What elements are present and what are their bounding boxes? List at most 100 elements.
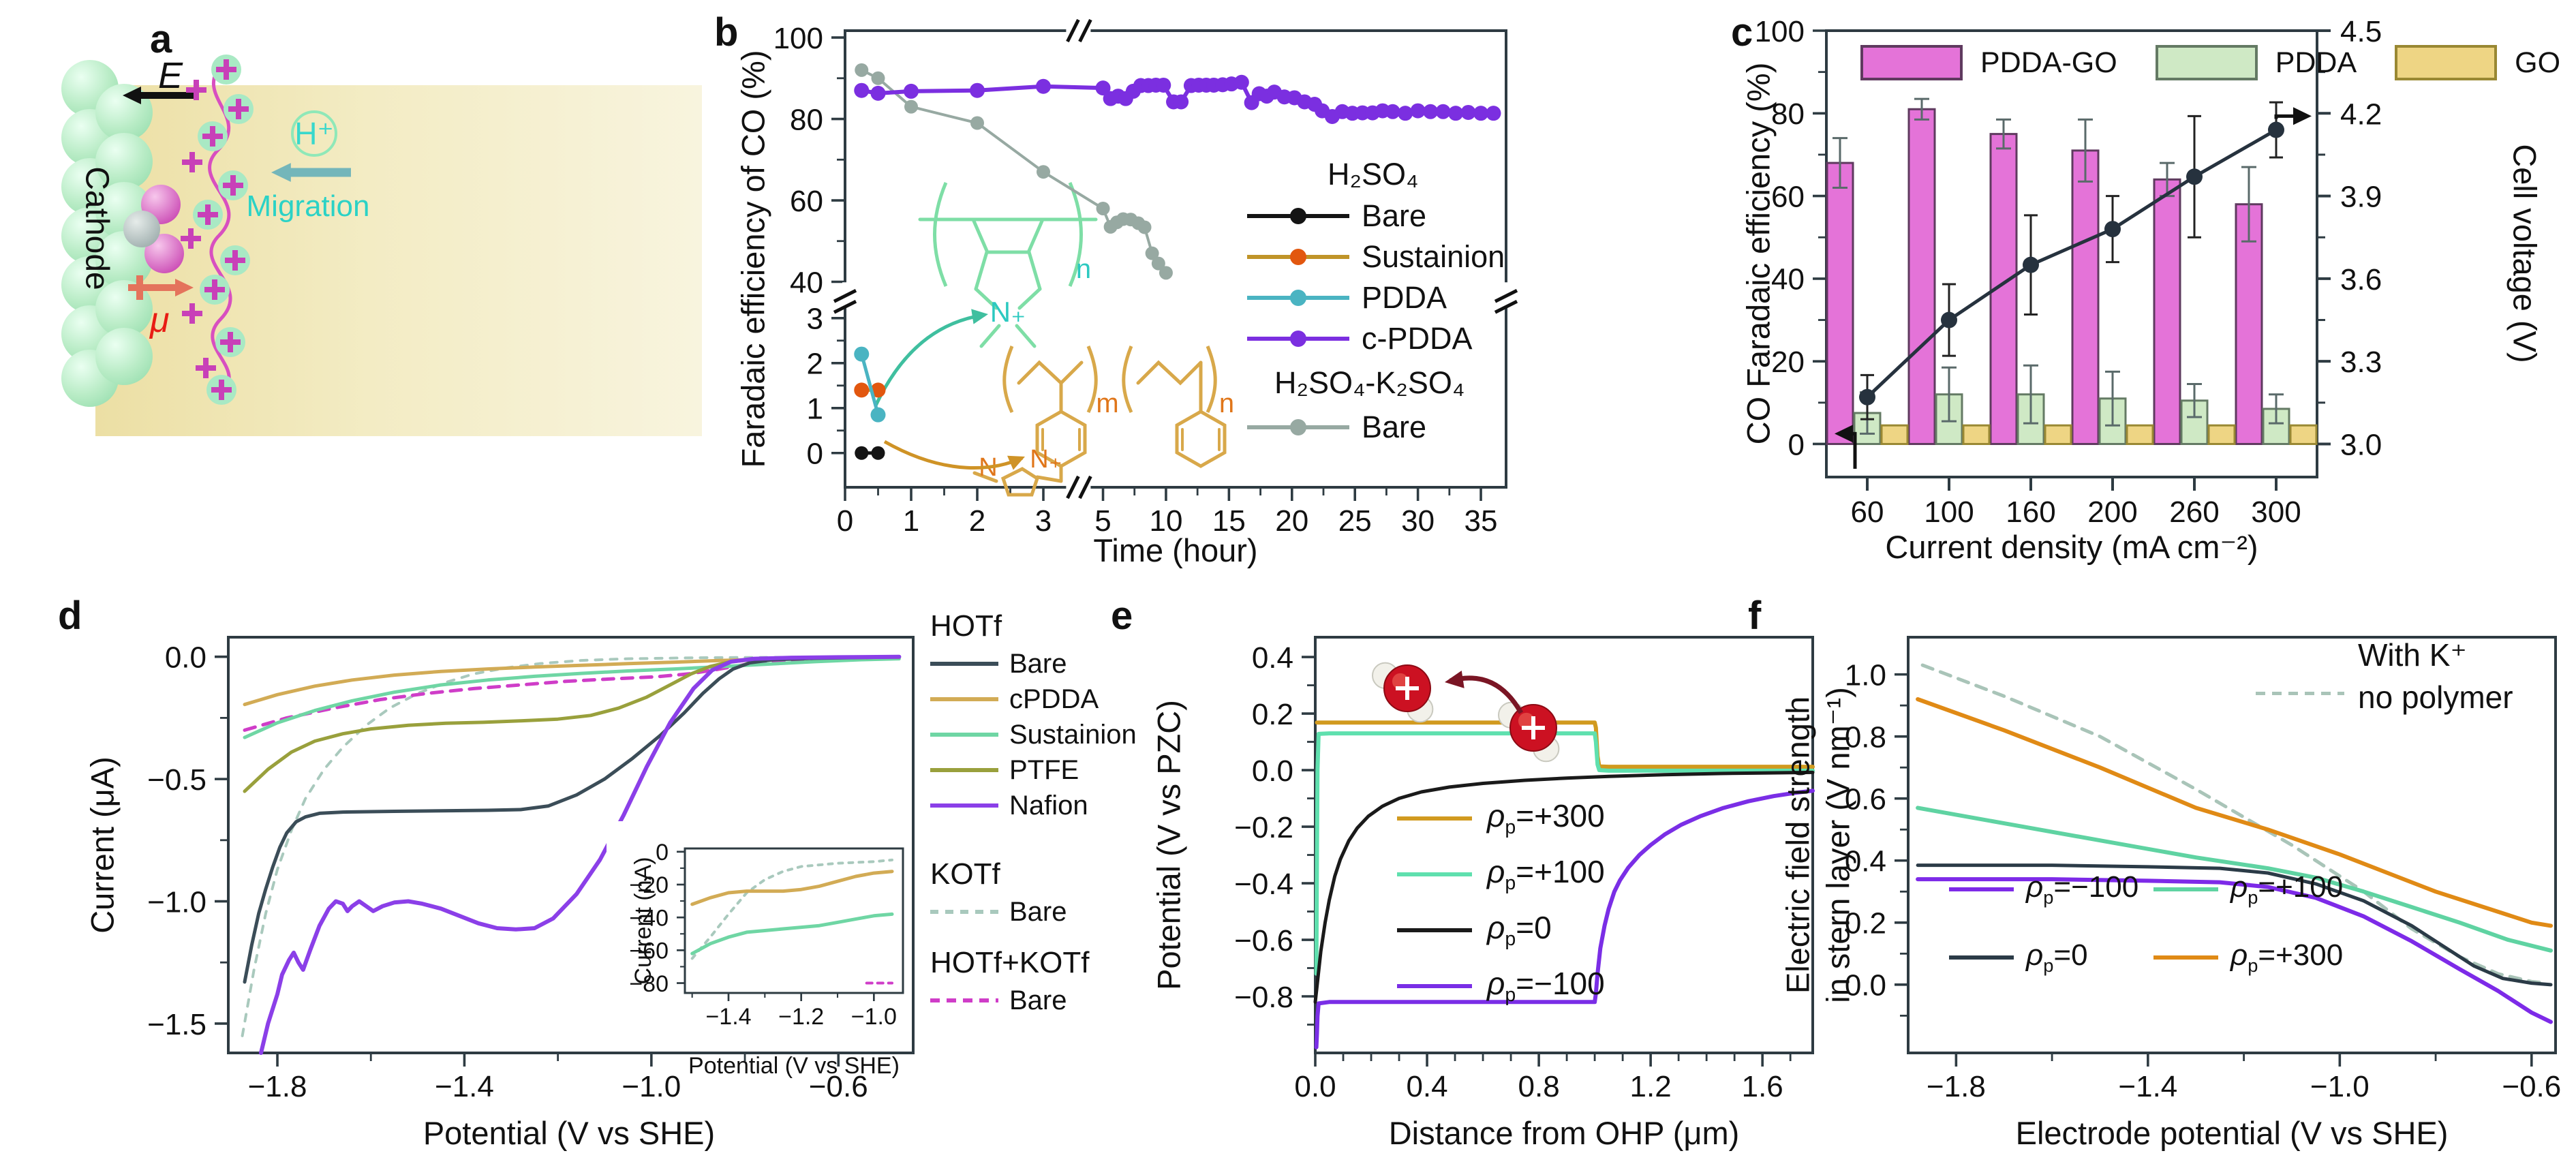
hydronium-right-icon [1498,701,1560,763]
go-swatch [2395,45,2498,80]
marker-c-PDDA [904,83,919,99]
series-rho=-100 [1314,788,1815,1050]
svg-text:1: 1 [807,393,823,426]
svg-text:0: 0 [807,438,823,471]
d-sustainion-line-swatch [930,733,998,737]
d-bare-line-swatch [930,662,998,666]
arrowhead-icon [123,86,142,105]
panel-b-ylabel: Faradaic efficiency of CO (%) [735,50,771,468]
marker-cell-voltage [2186,168,2203,185]
svg-text:−1.0: −1.0 [147,885,206,919]
series-Nafion [259,654,902,1055]
svg-text:5: 5 [1094,504,1111,538]
marker-c-PDDA [1410,103,1426,119]
bar-PDDA-GO [2071,149,2100,445]
series-Bare [243,655,901,984]
panel-e-label: e [1111,594,1133,638]
migration-label: Migration [246,189,370,223]
inset-background [607,821,910,1047]
svg-text:1: 1 [903,504,919,538]
bar-GO [2044,424,2072,445]
panel-e-chart: 0.0 0.4 0.8 1.2 1.6 0.4 0.2 0.0 −0.2 −0.4 −0.6 −0.8 [1234,636,1815,1103]
legend-item-pdda: PDDA [1247,277,1505,318]
svg-text:−1.4: −1.4 [435,1070,494,1103]
marker-Bare-H2SO4-K2SO4 [855,63,869,77]
legend-hotf-kotf: HOTf+KOTf [930,946,1090,979]
svg-text:40: 40 [1771,263,1805,296]
svg-text:3.0: 3.0 [2340,428,2382,461]
f-0-line-swatch [1949,955,2014,960]
svg-text:25: 25 [1338,504,1372,538]
svg-text:100: 100 [773,22,823,55]
svg-text:0.4: 0.4 [1845,845,1886,878]
svg-text:−80: −80 [629,971,669,997]
with-k-dashed-swatch [2256,692,2344,695]
marker-c-PDDA [1174,94,1189,110]
panel-d-chart: −1.8 −1.4 −1.0 −0.6 0.0 −0.5 −1.0 −1.5 −1.4 −1.2 −… [147,636,915,1103]
bar-GO [1880,424,1909,445]
structure-bond [972,471,998,483]
svg-text:0.8: 0.8 [1518,1070,1560,1103]
structure-bond [974,287,998,310]
svg-text:−20: −20 [629,872,669,898]
svg-text:2: 2 [807,348,823,381]
legend-item-sustainion: Sustainion [1247,236,1505,277]
structure-bond [974,250,989,291]
series-cell-voltage [1866,128,2278,399]
panel-b-xlabel: Time (hour) [1093,532,1258,568]
rhom100-line-swatch [1397,984,1472,988]
svg-text:2: 2 [969,504,985,538]
svg-text:15: 15 [1212,504,1246,538]
inset-xlabel: Potential (V vs SHE) [688,1053,900,1079]
panel-c-ylabel-right: Cell voltage (V) [2506,144,2543,363]
marker-Sustainion [854,382,870,398]
legend-item-d-nafion: Nafion [930,788,1137,823]
svg-text:100: 100 [1924,495,1974,529]
svg-text:0.0: 0.0 [165,641,206,675]
series-Sustainion [690,912,894,955]
pdda-marker-icon [1290,290,1306,306]
marker-c-PDDA [1398,106,1413,121]
catalyst-sphere [95,133,153,190]
legend-item-bare: Bare [1247,196,1505,236]
marker-Bare-H2SO4-K2SO4 [1037,165,1050,179]
arrowhead-icon [174,278,194,297]
proton-label: H⁺ [294,116,334,151]
legend-hotf: HOTf [930,609,1002,643]
panel-d-label: d [58,594,82,638]
sustainion-m-label: m [1096,388,1118,418]
rho100-line-swatch [1397,872,1472,876]
series-rho=+100 [1916,806,2553,953]
panel-e-ylabel: Potential (V vs PZC) [1150,700,1187,990]
electric-field-label: E [158,55,183,96]
series-KOTf-Bare [690,858,893,960]
arrowhead-icon [2293,107,2312,125]
svg-text:0.4: 0.4 [1252,641,1293,675]
svg-text:0.8: 0.8 [1845,721,1886,754]
svg-text:−0.8: −0.8 [1234,981,1293,1014]
oxygen-atom [144,234,184,273]
pdda-nplus-label: N₊ [990,296,1026,328]
panel-a-illustration [61,55,702,436]
svg-text:−1.5: −1.5 [147,1008,206,1041]
plot-box [227,636,915,1054]
panel-f-chart: −1.8 −1.4 −1.0 −0.6 1.0 0.8 0.6 0.4 0.2 0.0 [1845,636,2561,1103]
panel-f-xlabel: Electrode potential (V vs SHE) [2015,1115,2449,1151]
series-PDDA [859,352,880,417]
marker-Bare-H2SO4-K2SO4 [904,99,918,114]
panel-d-ylabel: Current (μA) [84,756,121,934]
legend-item-cpdda: c-PDDA [1247,318,1505,359]
panel-b-label: b [714,10,739,55]
structure-bond [1136,360,1203,386]
svg-text:0.6: 0.6 [1845,783,1886,816]
structure-bond [979,324,1001,348]
marker-Bare-H2SO4 [855,446,869,460]
d-nafion-line-swatch [930,803,998,808]
marker-c-PDDA [1448,106,1464,121]
legend-item-rho0: ρp=0 [1397,902,1605,958]
panel-f-label: f [1748,594,1762,638]
svg-text:3.9: 3.9 [2340,181,2382,214]
marker-c-PDDA [970,82,985,98]
svg-text:60: 60 [1771,180,1805,213]
